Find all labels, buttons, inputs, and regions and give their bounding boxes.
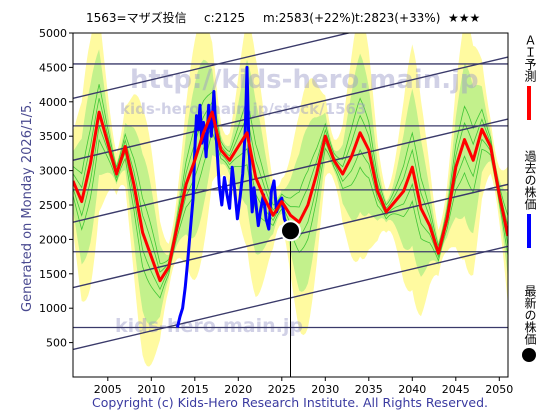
legend-ai-forecast: ＡＩ予測 — [516, 34, 542, 120]
x-tick-label: 2025 — [268, 383, 296, 396]
legendLatest-label: 最新の株価 — [523, 285, 537, 345]
header-target: t:2823(+33%) — [355, 11, 440, 25]
chart-header: 1563=マザズ投信 c:2125 m:2583(+22%) t:2823(+3… — [86, 10, 480, 25]
header-current-price: c:2125 — [204, 11, 245, 25]
header-rating-stars: ★★★ — [448, 11, 480, 25]
legend-past-price: 過去の株価 — [516, 150, 542, 248]
y-tick-label: 2500 — [39, 199, 67, 212]
y-tick-label: 1000 — [39, 302, 67, 315]
legendPast-swatch — [527, 214, 531, 248]
x-tick-label: 2020 — [224, 383, 252, 396]
y-tick-label: 2000 — [39, 233, 67, 246]
y-tick-label: 4000 — [39, 96, 67, 109]
x-tick-label: 2035 — [355, 383, 383, 396]
y-tick-label: 3500 — [39, 130, 67, 143]
y-tick-label: 1500 — [39, 268, 67, 281]
x-tick-label: 2005 — [94, 383, 122, 396]
y-tick-label: 3000 — [39, 165, 67, 178]
copyright-footer: Copyright (c) Kids-Hero Research Institu… — [92, 395, 488, 410]
plot-area: http://kids-hero.main.jp kids-hero.main.j… — [73, 33, 508, 377]
ai-forecast-line — [73, 110, 508, 283]
legend-latest-price: 最新の株価 — [516, 285, 542, 362]
x-tick-label: 2045 — [442, 383, 470, 396]
legendAI-swatch — [527, 86, 531, 120]
legendPast-label: 過去の株価 — [523, 150, 537, 210]
watermark-domain: kids-hero.main.jp — [115, 315, 303, 337]
header-code-name: 1563=マザズ投信 — [86, 10, 187, 25]
watermark-stock-url: kids-hero.main.jp/stock/1563 — [120, 100, 366, 118]
axes: 500 1000 1500 2000 2500 3000 3500 4000 4500 5000 2… — [39, 27, 513, 396]
x-tick-label: 2030 — [311, 383, 339, 396]
legendLatest-swatch — [522, 348, 536, 362]
legendAI-label: ＡＩ予測 — [523, 34, 537, 82]
band-contour-line — [73, 84, 508, 264]
y-tick-label: 4500 — [39, 61, 67, 74]
y-tick-label: 5000 — [39, 27, 67, 40]
generated-date-label: Generated on Monday 2026/1/5. — [20, 100, 35, 312]
trend-channel-line — [73, 118, 508, 223]
trend-channel-line — [73, 33, 352, 100]
x-tick-label: 2050 — [485, 383, 513, 396]
y-tick-label: 500 — [46, 337, 67, 350]
trend-channel-line — [73, 56, 508, 161]
latest-price-marker — [280, 220, 301, 242]
watermark-url: http://kids-hero.main.jp — [130, 65, 479, 95]
prediction-band-inner — [73, 49, 508, 326]
x-tick-label: 2040 — [398, 383, 426, 396]
past-price-line — [175, 65, 292, 328]
x-tick-label: 2010 — [137, 383, 165, 396]
header-mid-target: m:2583(+22%) — [263, 11, 355, 25]
x-tick-label: 2015 — [181, 383, 209, 396]
